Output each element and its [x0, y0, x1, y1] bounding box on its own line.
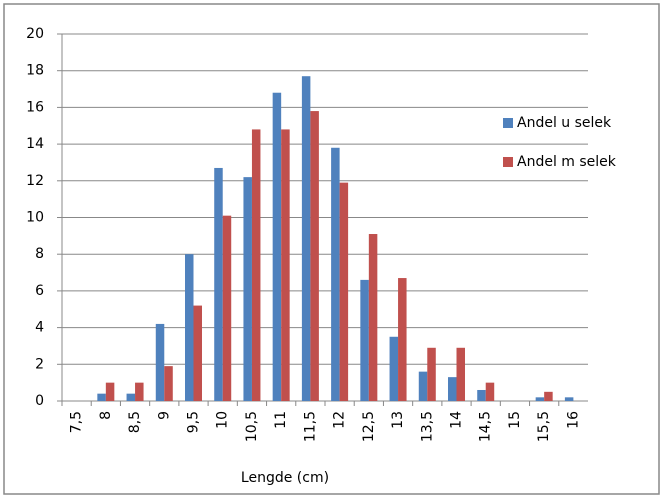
x-tick-label: 10,5 [244, 411, 260, 442]
bar [126, 393, 136, 401]
bar [105, 382, 115, 401]
x-tick-label: 8 [98, 411, 114, 420]
y-tick-label: 10 [26, 210, 44, 226]
bar [564, 397, 574, 401]
y-tick-label: 4 [35, 320, 44, 336]
bar [164, 366, 173, 401]
bar [222, 215, 232, 401]
y-tick-label: 20 [26, 26, 44, 42]
bar [360, 279, 369, 401]
bar [193, 305, 202, 401]
bar [339, 182, 349, 401]
x-tick-label: 16 [565, 411, 581, 429]
bar [251, 129, 261, 402]
x-tick-label: 11,5 [302, 411, 318, 442]
bar [281, 129, 290, 402]
x-tick-label: 8,5 [127, 411, 143, 433]
bar [398, 278, 407, 401]
x-tick-label: 15,5 [536, 411, 552, 442]
x-tick-label: 13,5 [419, 411, 435, 442]
bar [448, 377, 457, 401]
y-tick-label: 8 [35, 246, 44, 262]
bar [389, 336, 399, 401]
x-axis-title: Lengde (cm) [241, 470, 329, 486]
bar [544, 391, 553, 401]
bar [456, 347, 465, 401]
bar [331, 147, 340, 401]
bar [427, 347, 436, 401]
x-tick-label: 15 [507, 411, 523, 429]
x-tick-label: 13 [390, 411, 406, 429]
bar [155, 323, 165, 401]
bar [243, 177, 252, 401]
x-tick-label: 7,5 [69, 411, 85, 433]
x-tick-label: 14 [449, 411, 465, 429]
y-tick-label: 18 [26, 63, 44, 79]
bar [310, 111, 319, 401]
bar [185, 254, 194, 401]
bar [97, 393, 106, 401]
y-tick-label: 16 [26, 99, 44, 115]
y-tick-label: 12 [26, 173, 44, 189]
legend-label: Andel m selek [517, 154, 617, 170]
x-tick-label: 10 [215, 411, 231, 429]
bar [214, 167, 223, 401]
bar [485, 382, 495, 401]
x-tick-label: 12,5 [361, 411, 377, 442]
x-tick-label: 9,5 [186, 411, 202, 433]
bar [535, 397, 545, 401]
legend-label: Andel u selek [517, 115, 612, 131]
bar [477, 389, 486, 401]
bar [301, 76, 311, 401]
bar [135, 382, 144, 401]
y-tick-label: 6 [35, 283, 44, 299]
y-tick-label: 0 [35, 393, 44, 409]
bar [368, 234, 378, 401]
y-tick-label: 14 [26, 136, 44, 152]
x-tick-label: 11 [273, 411, 289, 429]
x-tick-label: 12 [332, 411, 348, 429]
bar [272, 92, 282, 401]
legend-swatch [503, 157, 513, 167]
x-tick-label: 9 [156, 411, 172, 420]
bar [418, 371, 428, 401]
x-tick-label: 14,5 [478, 411, 494, 442]
legend-swatch [503, 118, 513, 128]
y-tick-label: 2 [35, 356, 44, 372]
